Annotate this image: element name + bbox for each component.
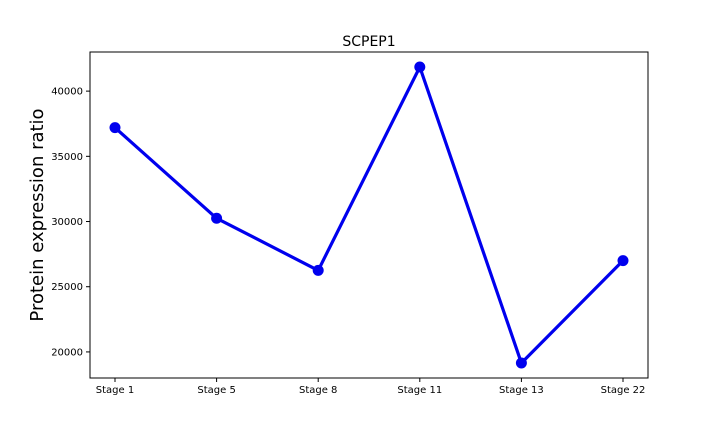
y-tick-label: 40000 [51,87,83,98]
data-point [515,357,527,369]
y-tick-label: 20000 [51,347,83,358]
x-tick-label: Stage 13 [499,385,544,396]
data-point [312,264,324,276]
x-tick-label: Stage 22 [601,385,646,396]
y-tick-label: 25000 [51,282,83,293]
x-tick-label: Stage 1 [96,385,134,396]
x-tick-label: Stage 5 [197,385,235,396]
chart-title: SCPEP1 [342,34,395,50]
x-tick-label: Stage 8 [299,385,337,396]
plot-frame [89,51,649,379]
plot-area: 20000 25000 30000 35000 40000 Stage 1 Stage 5 S… [51,61,645,396]
data-point [109,122,121,134]
y-axis-label: Protein expression ratio [27,108,48,321]
data-point [211,212,223,224]
x-tick-label: Stage 11 [397,385,442,396]
y-tick-label: 30000 [51,217,83,228]
data-point [617,255,629,267]
data-point [414,61,426,73]
y-tick-label: 35000 [51,152,83,163]
series-line [113,62,625,366]
